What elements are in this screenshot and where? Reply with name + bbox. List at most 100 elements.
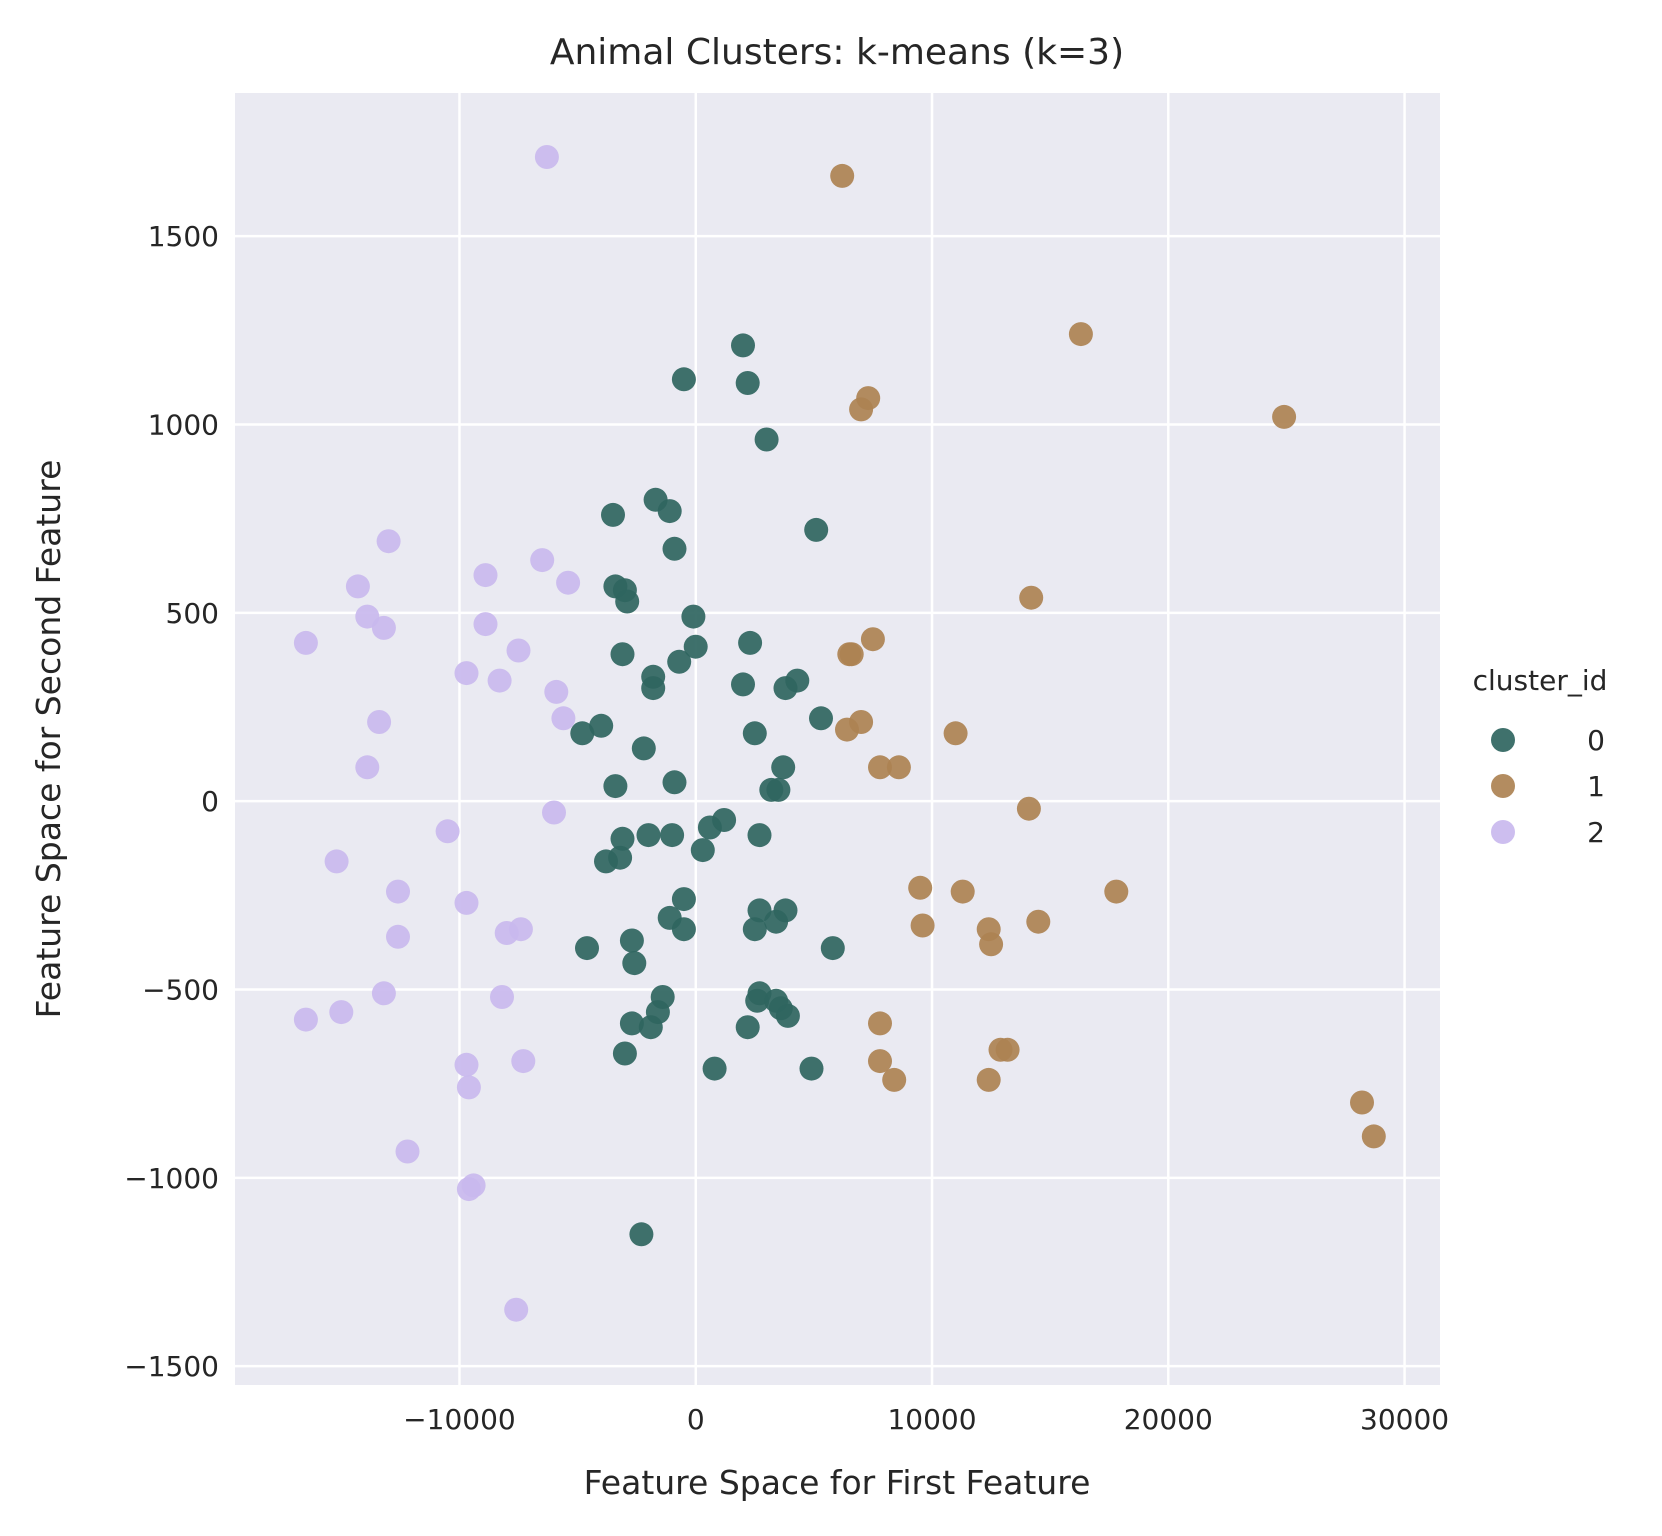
data-point-cluster-0: [622, 951, 647, 976]
data-point-cluster-1: [950, 879, 975, 904]
data-point-cluster-0: [690, 838, 715, 863]
data-point-cluster-2: [371, 615, 396, 640]
data-point-cluster-0: [660, 823, 685, 848]
data-point-cluster-2: [395, 1139, 420, 1164]
data-point-cluster-0: [615, 589, 640, 614]
data-point-cluster-1: [910, 913, 935, 938]
data-point-cluster-2: [367, 710, 392, 734]
y-tick-label: 1500: [148, 220, 219, 253]
data-points: [293, 145, 1386, 1322]
data-point-cluster-0: [683, 634, 708, 659]
chart-title: Animal Clusters: k-means (k=3): [550, 32, 1124, 73]
y-tick-label: −1500: [124, 1350, 219, 1383]
data-point-cluster-0: [754, 427, 779, 452]
data-point-cluster-2: [542, 800, 566, 825]
data-point-cluster-2: [511, 1049, 536, 1074]
data-point-cluster-0: [804, 517, 829, 542]
data-point-cluster-1: [1361, 1124, 1386, 1149]
data-point-cluster-0: [603, 774, 628, 799]
data-point-cluster-0: [575, 936, 599, 961]
data-point-cluster-2: [456, 1075, 481, 1100]
data-point-cluster-0: [629, 1222, 654, 1247]
data-point-cluster-0: [764, 909, 789, 934]
data-point-cluster-0: [731, 333, 755, 358]
data-point-cluster-2: [534, 145, 559, 169]
data-point-cluster-0: [745, 988, 770, 1013]
data-point-cluster-2: [506, 638, 531, 663]
data-point-cluster-0: [657, 499, 682, 524]
data-point-cluster-0: [731, 672, 755, 697]
data-point-cluster-2: [435, 819, 460, 844]
data-point-cluster-0: [636, 823, 661, 848]
y-tick-labels: −1500 −1000 −500 0 500 1000 1500: [124, 220, 219, 1383]
data-point-cluster-0: [735, 1015, 760, 1040]
legend: cluster_id 0 1 2: [1473, 664, 1608, 849]
x-tick-label: 10000: [887, 1403, 976, 1436]
data-point-cluster-2: [386, 924, 410, 949]
data-point-cluster-1: [988, 1037, 1013, 1062]
data-point-cluster-0: [702, 1056, 727, 1081]
data-point-cluster-1: [849, 710, 874, 734]
data-point-cluster-2: [551, 706, 576, 731]
legend-label: 2: [1587, 816, 1605, 849]
x-axis-title: Feature Space for First Feature: [584, 1463, 1091, 1502]
legend-title: cluster_id: [1473, 664, 1608, 697]
data-point-cluster-1: [1016, 796, 1041, 821]
data-point-cluster-0: [641, 676, 666, 701]
legend-marker: [1491, 728, 1515, 752]
data-point-cluster-1: [868, 755, 892, 780]
plot-area: [235, 93, 1440, 1385]
data-point-cluster-2: [355, 755, 380, 780]
data-point-cluster-0: [735, 371, 760, 395]
data-point-cluster-2: [293, 630, 318, 655]
data-point-cluster-2: [329, 1000, 354, 1025]
data-point-cluster-2: [461, 1173, 486, 1198]
x-tick-label: −10000: [403, 1403, 516, 1436]
data-point-cluster-0: [601, 502, 625, 527]
data-point-cluster-0: [638, 1015, 663, 1040]
x-tick-labels: −10000 0 10000 20000 30000: [403, 1403, 1449, 1436]
y-tick-label: 0: [201, 785, 219, 818]
data-point-cluster-0: [759, 777, 784, 802]
data-point-cluster-2: [473, 612, 498, 637]
data-point-cluster-0: [610, 642, 635, 667]
data-point-cluster-2: [530, 548, 555, 573]
legend-marker: [1491, 774, 1515, 798]
data-point-cluster-2: [504, 1297, 529, 1322]
data-point-cluster-2: [293, 1007, 318, 1032]
data-point-cluster-2: [454, 661, 479, 686]
data-point-cluster-0: [631, 736, 656, 761]
data-point-cluster-0: [742, 917, 767, 942]
data-point-cluster-2: [324, 849, 349, 874]
y-tick-label: −1000: [124, 1162, 219, 1195]
data-point-cluster-0: [671, 917, 696, 942]
data-point-cluster-0: [671, 887, 696, 912]
data-point-cluster-2: [487, 668, 512, 693]
data-point-cluster-0: [738, 630, 763, 655]
data-point-cluster-0: [594, 849, 618, 874]
legend-label: 1: [1587, 770, 1605, 803]
data-point-cluster-2: [473, 563, 498, 588]
data-point-cluster-0: [773, 676, 798, 701]
data-point-cluster-1: [1019, 585, 1044, 610]
data-point-cluster-0: [671, 367, 696, 392]
data-point-cluster-1: [976, 1067, 1001, 1092]
y-tick-label: 1000: [148, 408, 219, 441]
data-point-cluster-1: [943, 721, 968, 746]
data-point-cluster-1: [1272, 404, 1297, 429]
data-point-cluster-0: [662, 770, 687, 795]
data-point-cluster-0: [775, 1003, 800, 1028]
data-point-cluster-1: [886, 755, 911, 780]
data-point-cluster-0: [820, 936, 845, 961]
y-tick-label: −500: [142, 973, 219, 1006]
x-tick-label: 20000: [1124, 1403, 1213, 1436]
data-point-cluster-0: [697, 815, 722, 840]
grid-lines: [235, 93, 1440, 1385]
data-point-cluster-1: [849, 397, 874, 422]
data-point-cluster-2: [386, 879, 410, 904]
data-point-cluster-2: [454, 890, 479, 915]
data-point-cluster-0: [681, 604, 706, 629]
data-point-cluster-2: [376, 529, 401, 554]
data-point-cluster-2: [345, 574, 370, 599]
